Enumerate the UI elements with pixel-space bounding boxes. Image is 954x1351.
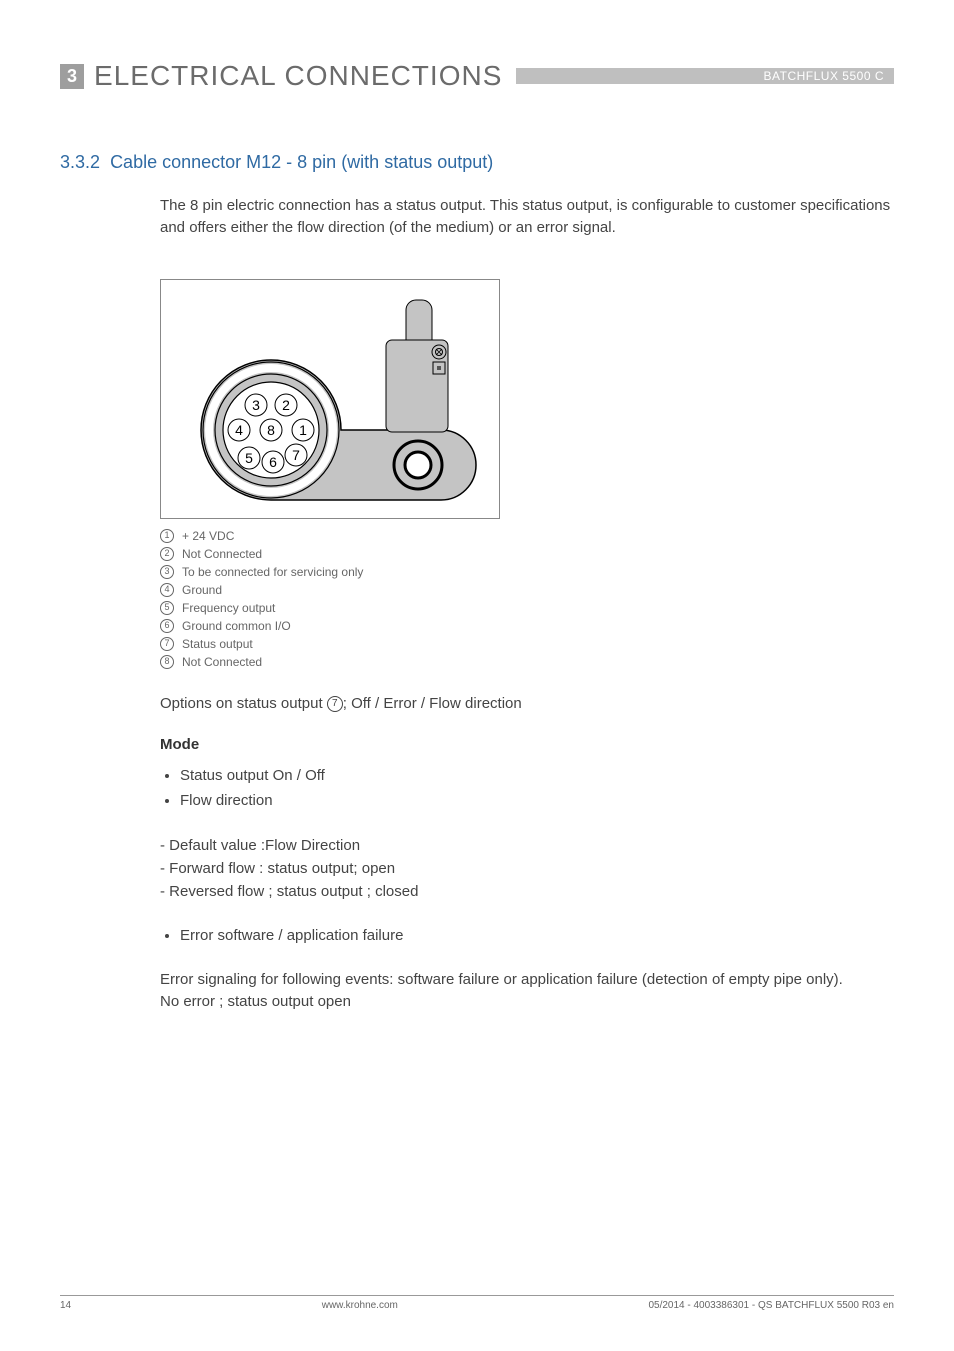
legend-text: Frequency output bbox=[182, 599, 275, 617]
dash-line: - Reversed flow ; status output ; closed bbox=[160, 880, 894, 903]
meter-body bbox=[201, 300, 476, 500]
mode-heading: Mode bbox=[160, 736, 894, 753]
signal-line2: No error ; status output open bbox=[160, 993, 351, 1010]
page: 3 ELECTRICAL CONNECTIONS BATCHFLUX 5500 … bbox=[0, 0, 954, 1351]
legend-text: Ground bbox=[182, 581, 222, 599]
dash-line: - Default value :Flow Direction bbox=[160, 834, 894, 857]
legend-num: 3 bbox=[160, 565, 174, 579]
page-header: 3 ELECTRICAL CONNECTIONS BATCHFLUX 5500 … bbox=[60, 60, 894, 92]
legend-row: 3 To be connected for servicing only bbox=[160, 563, 894, 581]
legend-row: 4 Ground bbox=[160, 581, 894, 599]
mode-list-2: Error software / application failure bbox=[160, 923, 894, 949]
pin-label-5: 5 bbox=[245, 450, 253, 466]
connector-svg: 3 2 4 8 1 567 bbox=[161, 280, 501, 520]
list-item: Error software / application failure bbox=[180, 923, 894, 949]
options-circle-7: 7 bbox=[327, 696, 343, 712]
pin-label-3: 3 bbox=[252, 397, 260, 413]
mode-list-1: Status output On / OffFlow direction bbox=[160, 763, 894, 814]
legend-row: 2 Not Connected bbox=[160, 545, 894, 563]
legend-text: + 24 VDC bbox=[182, 527, 234, 545]
body-content: The 8 pin electric connection has a stat… bbox=[160, 195, 894, 1014]
footer-page: 14 bbox=[60, 1300, 71, 1311]
legend-num: 4 bbox=[160, 583, 174, 597]
section-title: Cable connector M12 - 8 pin (with status… bbox=[110, 152, 493, 172]
legend-text: To be connected for servicing only bbox=[182, 563, 363, 581]
legend-num: 5 bbox=[160, 601, 174, 615]
pin-label-8: 8 bbox=[267, 422, 275, 438]
legend-row: 8 Not Connected bbox=[160, 653, 894, 671]
dash-block: - Default value :Flow Direction- Forward… bbox=[160, 834, 894, 904]
legend-num: 1 bbox=[160, 529, 174, 543]
legend-row: 6 Ground common I/O bbox=[160, 617, 894, 635]
pin-label-1: 1 bbox=[299, 422, 307, 438]
options-line: Options on status output 7; Off / Error … bbox=[160, 695, 894, 712]
options-suffix: ; Off / Error / Flow direction bbox=[343, 695, 522, 712]
footer-docref: 05/2014 - 4003386301 - QS BATCHFLUX 5500… bbox=[648, 1300, 894, 1311]
section-heading: 3.3.2 Cable connector M12 - 8 pin (with … bbox=[60, 152, 894, 173]
pin-label-2: 2 bbox=[282, 397, 290, 413]
legend-text: Status output bbox=[182, 635, 253, 653]
legend-num: 2 bbox=[160, 547, 174, 561]
legend-row: 7 Status output bbox=[160, 635, 894, 653]
page-footer: 14 www.krohne.com 05/2014 - 4003386301 -… bbox=[60, 1295, 894, 1311]
intro-paragraph: The 8 pin electric connection has a stat… bbox=[160, 195, 894, 239]
list-item: Flow direction bbox=[180, 788, 894, 814]
product-label: BATCHFLUX 5500 C bbox=[764, 69, 884, 83]
figure-legend: 1 + 24 VDC 2 Not Connected 3 To be connected … bbox=[160, 527, 894, 671]
pin-label-7: 7 bbox=[292, 447, 300, 463]
chapter-title: ELECTRICAL CONNECTIONS bbox=[94, 60, 502, 92]
options-prefix: Options on status output bbox=[160, 695, 327, 712]
pin-label-4: 4 bbox=[235, 422, 243, 438]
dash-line: - Forward flow : status output; open bbox=[160, 857, 894, 880]
legend-text: Not Connected bbox=[182, 545, 262, 563]
signal-paragraph: Error signaling for following events: so… bbox=[160, 969, 894, 1014]
chapter-badge: 3 bbox=[60, 64, 84, 89]
section-number: 3.3.2 bbox=[60, 152, 100, 172]
header-bar: BATCHFLUX 5500 C bbox=[516, 68, 894, 84]
legend-num: 8 bbox=[160, 655, 174, 669]
signal-line1: Error signaling for following events: so… bbox=[160, 971, 843, 988]
legend-num: 7 bbox=[160, 637, 174, 651]
legend-row: 1 + 24 VDC bbox=[160, 527, 894, 545]
legend-row: 5 Frequency output bbox=[160, 599, 894, 617]
legend-text: Not Connected bbox=[182, 653, 262, 671]
legend-text: Ground common I/O bbox=[182, 617, 291, 635]
footer-url: www.krohne.com bbox=[322, 1300, 398, 1311]
list-item: Status output On / Off bbox=[180, 763, 894, 789]
legend-num: 6 bbox=[160, 619, 174, 633]
pin-label-6: 6 bbox=[269, 454, 277, 470]
connector-figure: 3 2 4 8 1 567 bbox=[160, 279, 500, 519]
